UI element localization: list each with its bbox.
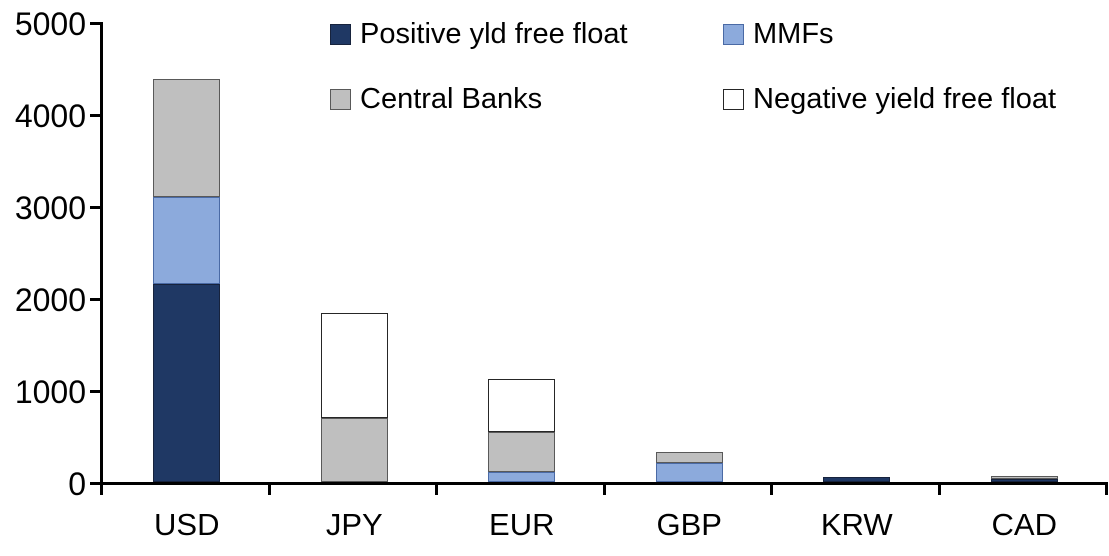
bar-segment-eur-central-banks: [488, 432, 556, 472]
bar-segment-eur-mmfs: [488, 471, 556, 482]
y-axis-tick-label: 3000: [14, 190, 86, 226]
x-axis-category-label: CAD: [991, 507, 1057, 542]
y-axis-tick: [90, 390, 100, 393]
y-axis-tick: [90, 482, 100, 485]
legend-item-central-banks: Central Banks: [330, 83, 543, 115]
x-axis-tick: [1105, 485, 1108, 495]
x-axis-tick: [267, 485, 271, 495]
bar-segment-eur-negative-yield-free-float: [488, 379, 556, 433]
legend-label: Central Banks: [360, 83, 543, 115]
y-axis-tick-label: 4000: [14, 98, 86, 134]
legend-label: Positive yld free float: [360, 18, 628, 50]
legend-item-negative-yield-free-float: Negative yield free float: [723, 83, 1057, 115]
x-axis-category-label: JPY: [325, 507, 383, 542]
legend-label: MMFs: [753, 18, 834, 50]
y-axis-tick: [90, 298, 100, 301]
bar-segment-usd-positive-yld-free-float: [153, 284, 221, 482]
bar-segment-usd-mmfs: [153, 196, 221, 285]
x-axis-tick: [937, 485, 941, 495]
legend-swatch-negative-yield-free-float-icon: [723, 88, 744, 110]
x-axis-tick: [602, 485, 606, 495]
bar-segment-jpy-central-banks: [320, 417, 388, 482]
x-axis-tick: [770, 485, 773, 495]
bar-segment-gbp-central-banks: [655, 451, 723, 463]
y-axis-tick-label: 2000: [14, 282, 86, 318]
x-axis-category-label: USD: [154, 507, 220, 542]
x-axis-tick: [100, 485, 103, 495]
x-axis-category-label: EUR: [489, 507, 555, 542]
x-axis-tick: [435, 485, 438, 495]
legend-item-positive-yld-free-float: Positive yld free float: [330, 18, 628, 50]
bar-segment-jpy-negative-yield-free-float: [320, 312, 388, 418]
legend-swatch-positive-yld-free-float-icon: [330, 23, 351, 45]
bar-segment-cad-positive-yld-free-float: [990, 478, 1058, 482]
legend-item-mmfs: MMFs: [723, 18, 834, 50]
y-axis: [100, 22, 103, 485]
x-axis: [100, 482, 1108, 485]
legend-swatch-mmfs-icon: [723, 23, 744, 45]
y-axis-tick-label: 0: [68, 466, 86, 502]
x-axis-category-label: KRW: [820, 507, 893, 542]
bar-segment-usd-central-banks: [153, 79, 221, 197]
y-axis-tick: [90, 22, 100, 25]
bar-segment-krw-positive-yld-free-float: [823, 477, 891, 482]
bar-segment-cad-central-banks: [990, 475, 1058, 479]
y-axis-tick: [90, 114, 100, 117]
y-axis-tick-label: 1000: [14, 374, 86, 410]
legend-swatch-central-banks-icon: [330, 88, 351, 110]
bar-segment-gbp-mmfs: [655, 462, 723, 482]
y-axis-tick: [90, 206, 100, 209]
x-axis-category-label: GBP: [656, 507, 722, 542]
legend-label: Negative yield free float: [753, 83, 1057, 115]
y-axis-tick-label: 5000: [14, 6, 86, 42]
